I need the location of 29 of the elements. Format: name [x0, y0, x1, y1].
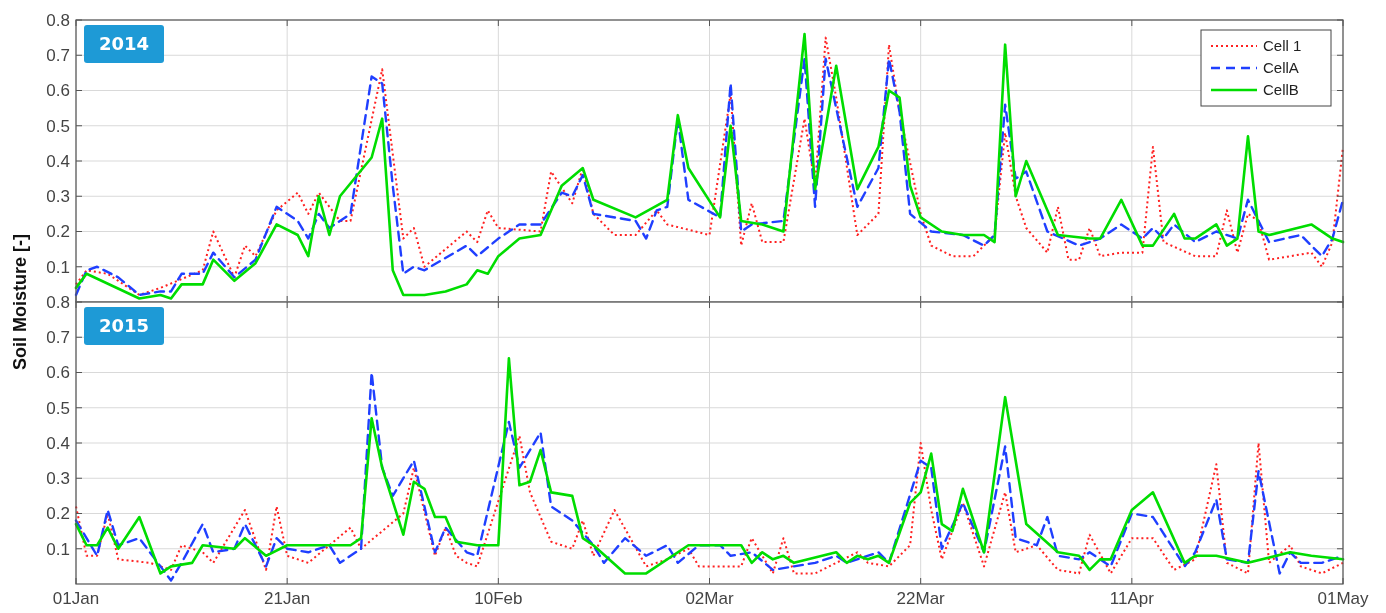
y-tick-label: 0.6	[46, 363, 70, 383]
x-tick-label: 10Feb	[474, 589, 523, 608]
text: 2015	[98, 315, 150, 336]
y-tick-label: 0.5	[46, 398, 70, 418]
y-tick-label: 0.6	[46, 81, 70, 101]
y-tick-label: 0.8	[46, 10, 70, 30]
x-tick-label: 11Apr	[1109, 589, 1155, 608]
y-tick-label: 0.8	[46, 292, 70, 312]
x-tick-label: 01May	[1317, 589, 1370, 608]
y-tick-label: 0.3	[46, 187, 70, 207]
text: 2014	[98, 33, 150, 54]
y-tick-label: 0.3	[46, 469, 70, 489]
y-tick-label: 0.4	[46, 151, 70, 171]
y-tick-label: 0.4	[46, 433, 70, 453]
y-tick-label: 0.1	[46, 257, 70, 277]
x-tick-label: 22Mar	[896, 589, 946, 608]
y-tick-label: 0.5	[46, 116, 70, 136]
y-tick-label: 0.7	[46, 46, 70, 66]
x-tick-label: 01Jan	[52, 589, 100, 608]
legend-label: CellB	[1263, 81, 1299, 99]
x-tick-label: 21Jan	[264, 589, 311, 608]
y-tick-label: 0.2	[46, 504, 70, 524]
x-tick-label: 02Mar	[685, 589, 734, 608]
legend-label: Cell 1	[1263, 37, 1302, 55]
y-tick-label: 0.1	[46, 539, 70, 559]
y-tick-label: 0.7	[46, 328, 70, 348]
legend-label: CellA	[1263, 59, 1299, 77]
y-tick-label: 0.2	[46, 222, 70, 242]
y-axis-title: Soil Moisture [-]	[10, 234, 30, 370]
